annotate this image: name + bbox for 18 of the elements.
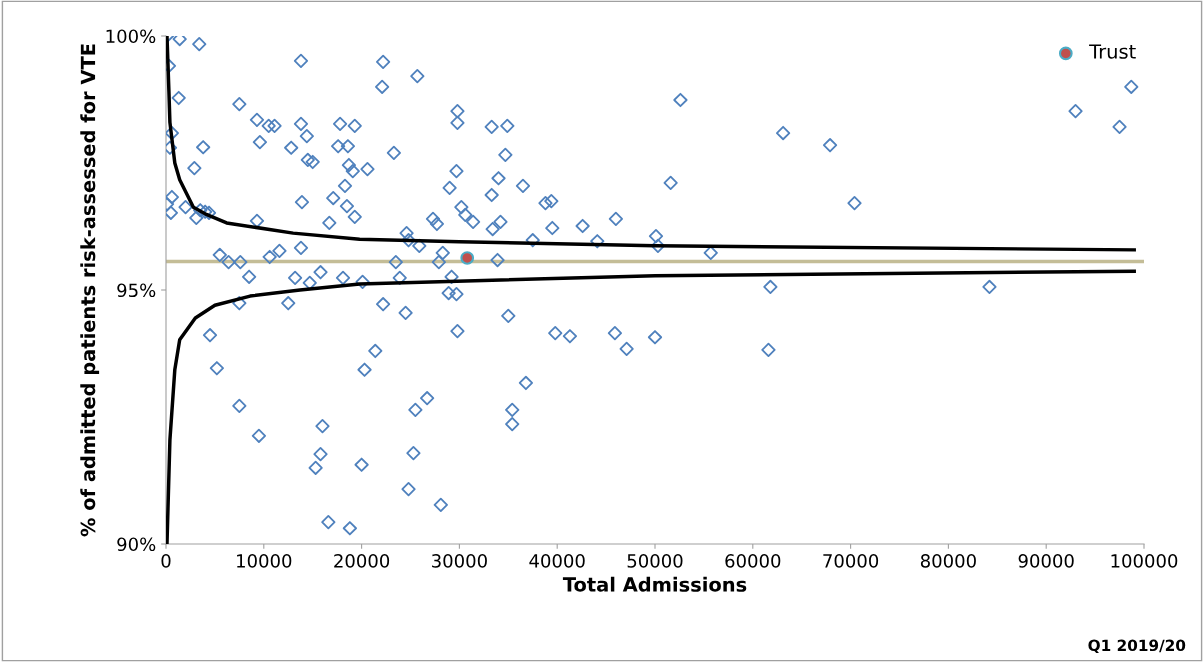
x-tick-label: 60000 <box>725 554 781 568</box>
x-tick-label: 10000 <box>237 554 292 568</box>
x-tick-label: 90000 <box>1018 554 1074 568</box>
x-tick-label: 80000 <box>920 554 976 568</box>
x-axis-title: Total Admissions <box>562 576 747 592</box>
y-tick-label: 90% <box>117 537 156 552</box>
y-axis-title: % of admitted patients risk-assessed for VTE <box>80 44 100 537</box>
x-tick-label: 100000 <box>1111 554 1178 568</box>
x-tick-label: 0 <box>161 554 171 568</box>
x-tick-label: 50000 <box>627 554 683 568</box>
y-tick-label: 95% <box>117 283 156 298</box>
text: Q1 2019/20 <box>1088 639 1186 654</box>
x-tick-label: 20000 <box>334 554 390 568</box>
x-tick-label: 70000 <box>823 554 879 568</box>
x-tick-label: 30000 <box>432 554 487 568</box>
legend-label: Trust <box>1089 44 1136 59</box>
y-tick-label: 100% <box>106 29 156 44</box>
x-tick-label: 40000 <box>529 554 585 568</box>
